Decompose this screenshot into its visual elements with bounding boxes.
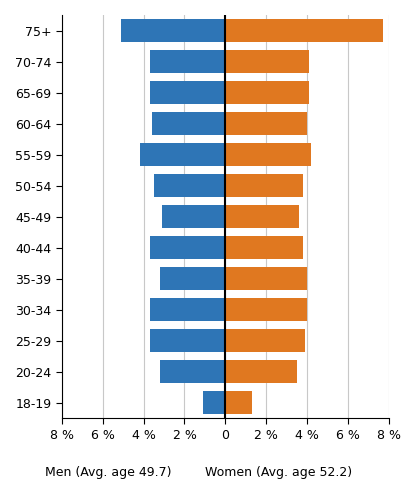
Bar (139, 143, 225, 166)
Bar (152, 112, 225, 135)
Bar (225, 112, 307, 135)
Bar (225, 81, 309, 104)
Bar (150, 50, 225, 73)
Bar (225, 50, 309, 73)
Bar (154, 174, 225, 197)
Text: Women (Avg. age 52.2): Women (Avg. age 52.2) (205, 466, 352, 479)
Bar (150, 236, 225, 259)
Bar (225, 298, 307, 321)
Bar (225, 19, 383, 42)
Bar (225, 205, 299, 228)
Bar (162, 205, 225, 228)
Bar (225, 329, 305, 353)
Bar (150, 329, 225, 353)
Bar (225, 236, 303, 259)
Bar (225, 360, 297, 383)
Bar (150, 298, 225, 321)
Bar (225, 267, 307, 290)
Bar (160, 267, 225, 290)
Bar (160, 360, 225, 383)
Bar (121, 19, 225, 42)
Bar (150, 81, 225, 104)
Bar (225, 143, 311, 166)
Bar (225, 391, 252, 414)
Text: Men (Avg. age 49.7): Men (Avg. age 49.7) (45, 466, 171, 479)
Bar (225, 174, 303, 197)
Bar (203, 391, 225, 414)
